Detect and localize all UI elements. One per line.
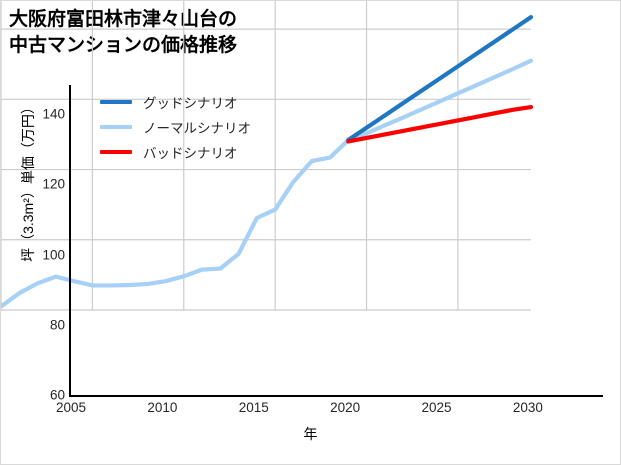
x-axis-spine — [69, 395, 603, 397]
legend-label: グッドシナリオ — [143, 95, 238, 111]
legend-swatch-icon — [100, 149, 132, 154]
y-tick-label: 140 — [42, 106, 65, 122]
x-tick-label: 2010 — [147, 400, 178, 415]
chart-title: 大阪府富田林市津々山台の 中古マンションの価格推移 — [9, 9, 238, 56]
y-axis-title: 坪（3.3m²）単価（万円） — [20, 100, 36, 262]
x-tick-label: 2005 — [55, 400, 87, 415]
legend-item[interactable]: ノーマルシナリオ — [100, 118, 251, 136]
y-tick-labels: 60 80 100 120 140 — [1, 1, 65, 464]
legend-swatch-icon — [100, 99, 132, 104]
y-tick-label: 60 — [49, 387, 65, 403]
y-axis-spine — [69, 85, 71, 397]
legend-swatch-icon — [100, 124, 132, 129]
chart-legend: グッドシナリオ ノーマルシナリオ バッドシナリオ — [100, 93, 251, 161]
x-tick-label: 2030 — [512, 400, 543, 415]
x-axis-title: 年 — [303, 426, 318, 442]
series-line — [1, 58, 534, 309]
x-tick-label: 2015 — [238, 400, 269, 415]
legend-label: ノーマルシナリオ — [143, 120, 251, 136]
x-tick-label: 2020 — [330, 400, 361, 415]
y-tick-label: 120 — [42, 176, 65, 192]
x-tick-label: 2025 — [421, 400, 452, 415]
y-tick-label: 80 — [49, 317, 65, 333]
legend-label: バッドシナリオ — [143, 145, 238, 161]
legend-item[interactable]: バッドシナリオ — [100, 143, 251, 161]
y-tick-label: 100 — [42, 247, 65, 263]
legend-item[interactable]: グッドシナリオ — [100, 93, 251, 111]
series-line — [346, 104, 534, 144]
plot-area — [1, 1, 534, 311]
series-line — [346, 15, 534, 143]
